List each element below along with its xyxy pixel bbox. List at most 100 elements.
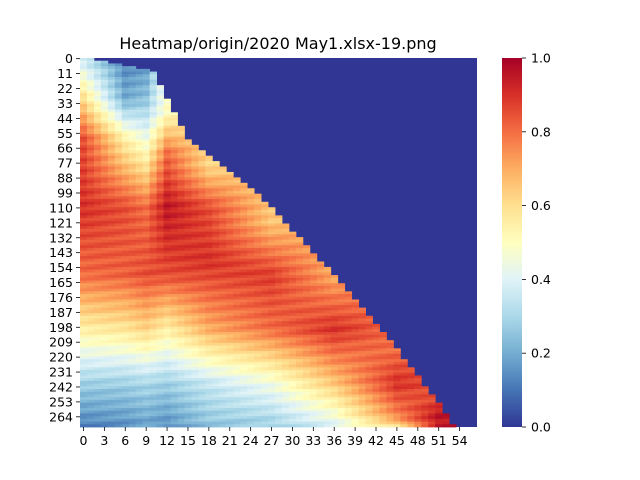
heatmap-cell (198, 169, 206, 173)
heatmap-cell (393, 372, 401, 376)
heatmap-cell (414, 375, 422, 379)
heatmap-cell (212, 185, 220, 189)
heatmap-cell (295, 283, 304, 287)
heatmap-cell (107, 152, 116, 157)
heatmap-cell (330, 304, 339, 309)
heatmap-cell (100, 307, 109, 311)
heatmap-cell (142, 310, 151, 314)
heatmap-cell (86, 332, 95, 336)
heatmap-cell (107, 296, 116, 300)
heatmap-cell (288, 383, 297, 387)
heatmap-cell (135, 180, 144, 184)
heatmap-cell (212, 332, 220, 336)
heatmap-cell (358, 348, 366, 352)
heatmap-cell (344, 399, 353, 403)
heatmap-cell (205, 315, 213, 319)
heatmap-cell (268, 351, 276, 355)
heatmap-cell (107, 304, 116, 309)
heatmap-cell (205, 258, 213, 262)
heatmap-cell (254, 342, 262, 346)
heatmap-cell (275, 264, 283, 268)
heatmap-cell (128, 131, 137, 135)
heatmap-cell (351, 307, 359, 311)
heatmap-cell (107, 142, 116, 146)
heatmap-cell (107, 98, 116, 102)
heatmap-cell (107, 253, 116, 257)
heatmap-cell (86, 120, 95, 124)
heatmap-cell (233, 375, 241, 379)
heatmap-cell (128, 68, 137, 72)
heatmap-cell (100, 313, 109, 317)
heatmap-cell (135, 315, 144, 319)
heatmap-cell (337, 291, 346, 295)
heatmap-cell (268, 247, 276, 252)
heatmap-cell (86, 291, 95, 295)
heatmap-cell (184, 402, 192, 406)
heatmap-cell (212, 397, 220, 401)
heatmap-cell (323, 394, 332, 398)
heatmap-cell (184, 220, 192, 224)
heatmap-cell (379, 342, 387, 346)
heatmap-cell (121, 418, 130, 422)
heatmap-cell (163, 161, 171, 165)
heatmap-cell (316, 342, 325, 346)
heatmap-cell (86, 177, 95, 181)
heatmap-cell (177, 245, 185, 249)
heatmap-cell (86, 71, 95, 75)
heatmap-cell (205, 253, 213, 257)
heatmap-cell (107, 193, 116, 197)
heatmap-cell (254, 245, 262, 249)
heatmap-cell (86, 117, 95, 121)
heatmap-cell (184, 342, 192, 346)
heatmap-cell (128, 264, 137, 268)
heatmap-cell (121, 380, 130, 384)
heatmap-cell (93, 188, 102, 192)
heatmap-cell (309, 413, 318, 417)
heatmap-cell (177, 199, 185, 203)
heatmap-cell (421, 389, 429, 393)
heatmap-cell (142, 378, 151, 382)
heatmap-cell (365, 361, 373, 365)
heatmap-cell (219, 321, 227, 325)
heatmap-cell (128, 302, 137, 306)
heatmap-cell (135, 76, 144, 81)
heatmap-cell (177, 215, 185, 219)
heatmap-cell (93, 207, 102, 211)
heatmap-cell (247, 310, 255, 314)
heatmap-cell (107, 261, 116, 265)
heatmap-cell (121, 147, 130, 151)
heatmap-cell (205, 348, 213, 352)
heatmap-cell (254, 266, 262, 271)
heatmap-cell (114, 386, 123, 390)
heatmap-cell (275, 228, 283, 233)
heatmap-cell (86, 321, 95, 325)
heatmap-cell (212, 188, 220, 192)
heatmap-cell (379, 394, 387, 398)
heatmap-cell (275, 342, 283, 346)
heatmap-cell (379, 391, 387, 395)
heatmap-cell (198, 177, 206, 181)
heatmap-cell (219, 256, 227, 260)
heatmap-cell (442, 424, 450, 428)
heatmap-cell (302, 367, 311, 371)
heatmap-cell (114, 231, 123, 235)
heatmap-cell (191, 361, 199, 365)
heatmap-cell (163, 394, 171, 398)
heatmap-cell (80, 101, 88, 105)
heatmap-cell (247, 245, 255, 249)
heatmap-cell (281, 337, 290, 341)
heatmap-cell (86, 334, 95, 338)
heatmap-cell (135, 131, 144, 135)
heatmap-cell (400, 399, 408, 403)
heatmap-cell (100, 117, 109, 121)
heatmap-cell (156, 313, 164, 317)
heatmap-cell (100, 370, 109, 374)
heatmap-cell (177, 234, 185, 238)
heatmap-cell (128, 174, 137, 178)
heatmap-cell (149, 171, 158, 176)
heatmap-cell (372, 348, 380, 352)
heatmap-cell (114, 337, 123, 341)
heatmap-cell (386, 353, 394, 357)
heatmap-cell (268, 226, 276, 230)
heatmap-cell (379, 348, 387, 352)
